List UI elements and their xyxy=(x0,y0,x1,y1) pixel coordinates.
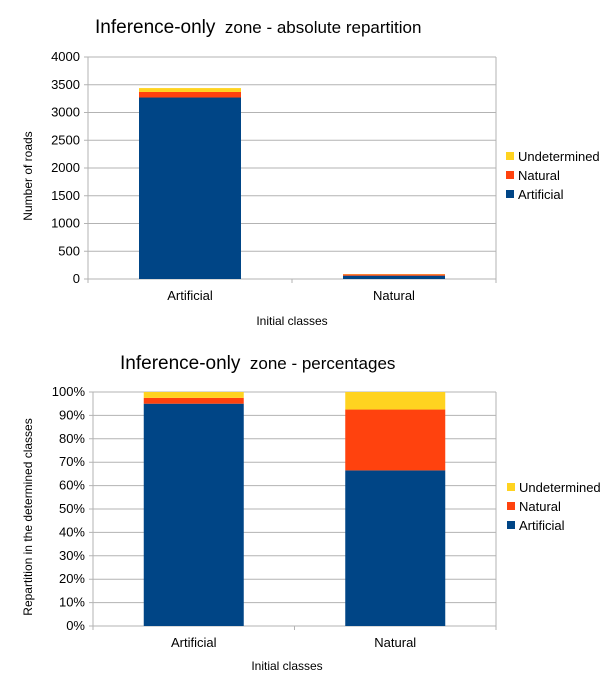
bar-segment-natural xyxy=(343,274,445,276)
y-tick-label: 1000 xyxy=(51,216,80,231)
chart-title: Inference-only zone - absolute repartiti… xyxy=(95,17,421,38)
y-tick-label: 40% xyxy=(59,524,85,539)
chart-percentages: Inference-only zone - percentages 0% 10% 2… xyxy=(21,353,601,673)
y-tick-label: 0 xyxy=(73,271,80,286)
x-tick-labels: Artificial Natural xyxy=(167,288,415,303)
y-tick-label: 4000 xyxy=(51,49,80,64)
y-axis-label: Repartition in the determined classes xyxy=(21,418,35,615)
x-tick-labels: Artificial Natural xyxy=(171,635,416,650)
y-tick-label: 0% xyxy=(66,618,85,633)
x-tick-label: Artificial xyxy=(171,635,217,650)
legend-label: Undetermined xyxy=(518,149,600,164)
legend-swatch xyxy=(506,171,514,179)
bar-segment-natural xyxy=(143,397,244,404)
legend-label: Artificial xyxy=(519,518,565,533)
x-tick-label: Artificial xyxy=(167,288,213,303)
legend-swatch xyxy=(506,152,514,160)
y-axis-label: Number of roads xyxy=(21,131,35,220)
bar-segment-undetermined xyxy=(139,88,241,92)
legend: Undetermined Natural Artificial xyxy=(506,149,600,202)
chart-title: Inference-only zone - percentages xyxy=(120,353,395,374)
y-tick-label: 1500 xyxy=(51,188,80,203)
bars xyxy=(143,392,446,626)
x-tick-label: Natural xyxy=(373,288,415,303)
x-axis-label: Initial classes xyxy=(251,659,322,673)
y-tick-label: 50% xyxy=(59,501,85,516)
x-tick-label: Natural xyxy=(374,635,416,650)
y-tick-label: 20% xyxy=(59,571,85,586)
legend-swatch xyxy=(507,502,515,510)
y-tick-label: 2000 xyxy=(51,160,80,175)
legend-label: Undetermined xyxy=(519,480,601,495)
bar-segment-artificial xyxy=(345,470,446,626)
legend-label: Artificial xyxy=(518,187,564,202)
y-tick-label: 60% xyxy=(59,478,85,493)
y-tick-label: 3000 xyxy=(51,105,80,120)
legend-label: Natural xyxy=(518,168,560,183)
bar-segment-natural xyxy=(139,91,241,98)
y-tick-label: 80% xyxy=(59,431,85,446)
bar-segment-artificial xyxy=(343,275,445,279)
legend-swatch xyxy=(506,190,514,198)
x-axis-label: Initial classes xyxy=(256,314,327,328)
y-tick-labels: 0 500 1000 1500 2000 2500 3000 3500 4000 xyxy=(51,49,80,286)
chart-absolute-repartition: Inference-only zone - absolute repartiti… xyxy=(21,17,600,328)
bar-segment-undetermined xyxy=(143,392,244,398)
y-tick-label: 2500 xyxy=(51,132,80,147)
legend-swatch xyxy=(507,521,515,529)
legend: Undetermined Natural Artificial xyxy=(507,480,601,533)
bar-segment-undetermined xyxy=(345,392,446,410)
y-tick-labels: 0% 10% 20% 30% 40% 50% 60% 70% 80% 90% 100% xyxy=(52,384,86,633)
y-tick-label: 10% xyxy=(59,595,85,610)
bar-segment-artificial xyxy=(143,403,244,626)
legend-label: Natural xyxy=(519,499,561,514)
y-tick-label: 30% xyxy=(59,548,85,563)
y-tick-label: 500 xyxy=(58,243,80,258)
y-tick-label: 100% xyxy=(52,384,86,399)
y-tick-label: 90% xyxy=(59,407,85,422)
bars xyxy=(139,88,445,279)
y-tick-label: 3500 xyxy=(51,77,80,92)
bar-segment-artificial xyxy=(139,97,241,279)
y-tick-label: 70% xyxy=(59,454,85,469)
legend-swatch xyxy=(507,483,515,491)
bar-segment-natural xyxy=(345,409,446,471)
